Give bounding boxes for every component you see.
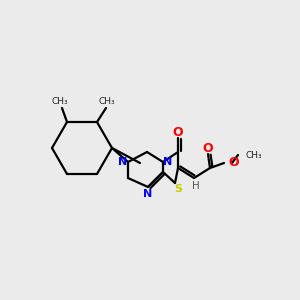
Text: S: S <box>174 184 182 194</box>
Text: CH₃: CH₃ <box>99 97 115 106</box>
Text: N: N <box>164 157 172 167</box>
Text: N: N <box>118 157 127 167</box>
Text: O: O <box>173 125 183 139</box>
Text: O: O <box>203 142 213 155</box>
Text: N: N <box>143 189 153 199</box>
Text: H: H <box>192 181 200 191</box>
Text: O: O <box>228 157 238 169</box>
Text: CH₃: CH₃ <box>52 97 68 106</box>
Text: CH₃: CH₃ <box>246 151 262 160</box>
